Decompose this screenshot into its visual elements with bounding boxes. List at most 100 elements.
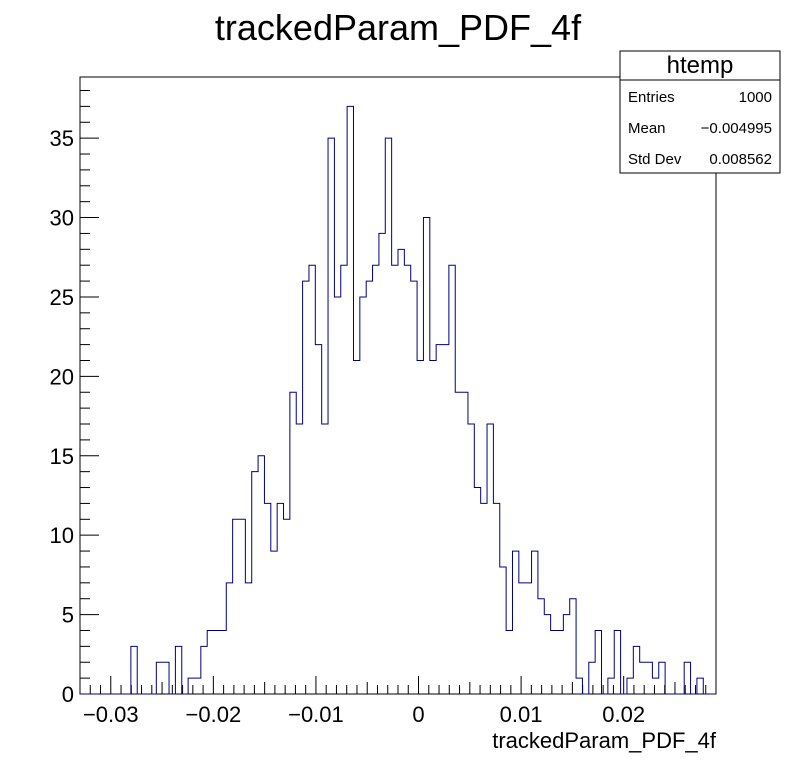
y-tick-label: 30: [50, 206, 74, 231]
histogram-bin: [239, 519, 245, 694]
histogram-bin: [506, 630, 512, 694]
histogram-bin: [659, 662, 665, 694]
stats-mean-label: Mean: [628, 120, 666, 137]
histogram-bin: [353, 360, 359, 694]
histogram-bin: [404, 265, 410, 694]
histogram-bin: [163, 662, 169, 694]
x-tick-label: 0.02: [602, 702, 645, 727]
histogram-bin: [194, 678, 200, 694]
histogram-bin: [264, 503, 270, 694]
histogram-bin: [201, 646, 207, 694]
histogram-bins: [131, 106, 703, 694]
histogram-bin: [379, 233, 385, 694]
y-tick-label: 25: [50, 285, 74, 310]
histogram-bin: [487, 424, 493, 694]
histogram-bin: [328, 138, 334, 694]
histogram-bin: [392, 265, 398, 694]
stats-entries-label: Entries: [628, 89, 675, 106]
histogram-bin: [207, 630, 213, 694]
histogram-bin: [220, 630, 226, 694]
histogram-bin: [258, 456, 264, 694]
stats-mean-value: −0.004995: [701, 120, 772, 137]
histogram-bin: [563, 615, 569, 694]
histogram-bin: [188, 678, 194, 694]
histogram-bin: [443, 345, 449, 694]
histogram-bin: [455, 392, 461, 694]
histogram-bin: [366, 281, 372, 694]
histogram-bin: [525, 583, 531, 694]
histogram-bin: [589, 662, 595, 694]
y-tick-label: 5: [62, 603, 74, 628]
histogram-bin: [423, 218, 429, 694]
histogram-bin: [271, 551, 277, 694]
histogram-bin: [538, 599, 544, 694]
y-tick-label: 20: [50, 364, 74, 389]
histogram-bin: [411, 281, 417, 694]
histogram-bin: [570, 599, 576, 694]
x-tick-label: −0.02: [186, 702, 242, 727]
chart-title: trackedParam_PDF_4f: [215, 7, 582, 48]
histogram-bin: [512, 551, 518, 694]
histogram-bin: [557, 630, 563, 694]
histogram-bin: [576, 678, 582, 694]
histogram-bin: [532, 551, 538, 694]
histogram-bin: [347, 106, 353, 694]
histogram-bin: [627, 678, 633, 694]
histogram-bin: [551, 630, 557, 694]
x-tick-label: 0: [412, 702, 424, 727]
x-tick-label: 0.01: [500, 702, 543, 727]
y-tick-label: 0: [62, 682, 74, 707]
histogram-bin: [430, 360, 436, 694]
histogram-bin: [500, 567, 506, 694]
histogram-bin: [417, 360, 423, 694]
histogram-outline: [80, 105, 716, 695]
histogram-bin: [334, 297, 340, 694]
histogram-bin: [640, 662, 646, 694]
histogram-bin: [233, 519, 239, 694]
stats-stddev-value: 0.008562: [709, 151, 772, 168]
x-tick-label: −0.03: [83, 702, 139, 727]
stats-box-frame: [619, 50, 781, 174]
histogram-bin: [646, 662, 652, 694]
histogram-bin: [322, 424, 328, 694]
histogram-bin: [245, 583, 251, 694]
stats-stddev-label: Std Dev: [628, 151, 682, 168]
histogram-bin: [175, 646, 181, 694]
histogram-bin: [544, 615, 550, 694]
stats-entries-value: 1000: [739, 89, 772, 106]
y-tick-label: 10: [50, 523, 74, 548]
histogram-bin: [697, 678, 703, 694]
x-axis: −0.03 −0.02 −0.01 0 0.01 0.02: [79, 676, 717, 727]
histogram-bin: [284, 519, 290, 694]
histogram-bin: [309, 265, 315, 694]
histogram-bin: [360, 297, 366, 694]
histogram-bin: [252, 472, 258, 694]
histogram-bin: [462, 392, 468, 694]
histogram-bin: [290, 392, 296, 694]
histogram-bin: [652, 678, 658, 694]
histogram-bin: [315, 345, 321, 694]
histogram-bin: [303, 281, 309, 694]
histogram-bin: [341, 265, 347, 694]
histogram-bin: [468, 424, 474, 694]
y-tick-label: 15: [50, 444, 74, 469]
histogram-bin: [493, 503, 499, 694]
x-tick-label: −0.01: [288, 702, 344, 727]
x-axis-title: trackedParam_PDF_4f: [492, 728, 717, 753]
stats-box: htemp Entries 1000 Mean −0.004995 Std De…: [619, 50, 781, 174]
histogram-bin: [214, 630, 220, 694]
y-tick-label: 35: [50, 126, 74, 151]
histogram-bin: [226, 583, 232, 694]
histogram-bin: [436, 345, 442, 694]
histogram-bin: [595, 630, 601, 694]
histogram-bin: [614, 630, 620, 694]
histogram-bin: [519, 583, 525, 694]
y-axis: 0 5 10 15 20 25 30 35: [50, 89, 99, 707]
histogram-bin: [481, 503, 487, 694]
stats-box-title: htemp: [667, 52, 734, 79]
histogram-bin: [373, 265, 379, 694]
histogram-bin: [474, 488, 480, 694]
histogram-bin: [385, 138, 391, 694]
histogram-bin: [398, 249, 404, 694]
